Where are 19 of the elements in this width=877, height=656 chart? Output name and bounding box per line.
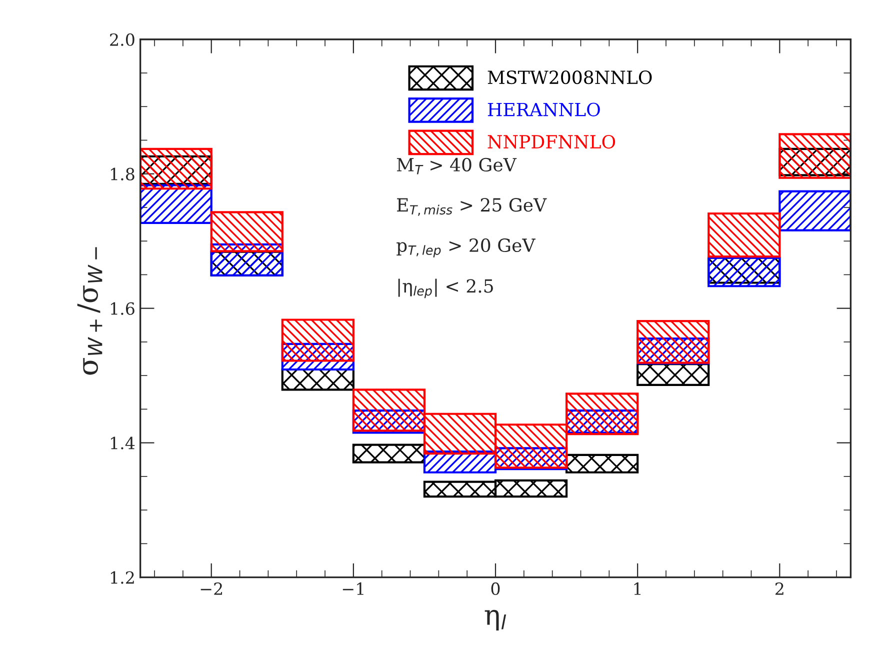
y-tick-label: 1.4 xyxy=(110,436,135,450)
y-tick-label: 2.0 xyxy=(110,33,134,46)
legend-label: MSTW2008NNLO xyxy=(488,70,652,84)
x-axis-title: η$_{l}$ xyxy=(484,610,506,630)
x-tick-label: 1 xyxy=(634,582,641,595)
y-tick-label: 1.6 xyxy=(110,302,134,315)
y-tick-label: 1.8 xyxy=(110,168,134,180)
annotation: E$_{T,miss}$ > 25 GeV xyxy=(397,198,547,216)
x-tick-label: 0 xyxy=(491,582,500,596)
x-tick-label: −1 xyxy=(342,582,364,595)
x-tick-label: −2 xyxy=(200,582,222,595)
legend-label: NNPDFNNLO xyxy=(488,134,616,149)
annotation: M$_{T}$ > 40 GeV xyxy=(396,158,517,174)
x-tick-label: 2 xyxy=(775,582,784,595)
annotation: p$_{T,lep}$ > 20 GeV xyxy=(396,238,536,258)
y-axis-title: σ$_{W+}$/σ$_{W−}$ xyxy=(77,247,102,375)
legend-label: HERANNLO xyxy=(488,102,600,116)
annotation: |η$_{lep}$| < 2.5 xyxy=(398,278,493,298)
y-tick-label: 1.2 xyxy=(110,571,134,584)
